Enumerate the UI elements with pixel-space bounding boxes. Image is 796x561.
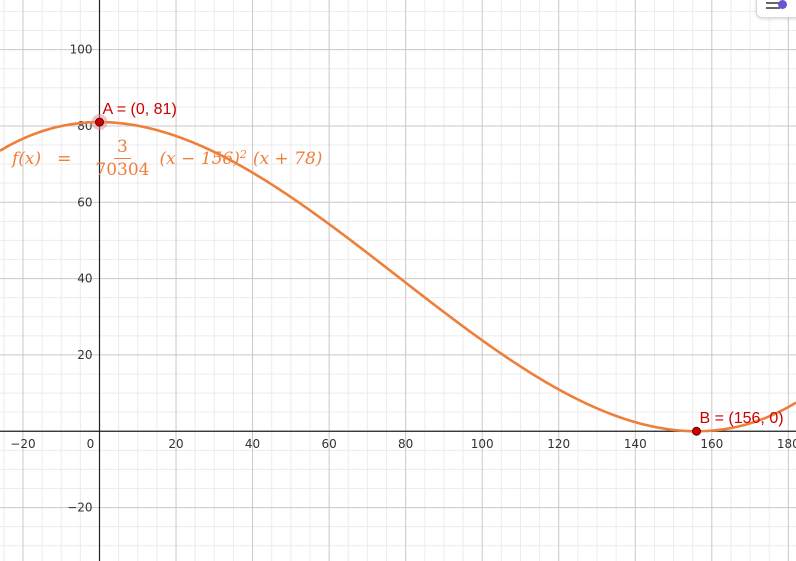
point-B[interactable]: [692, 426, 701, 436]
point-label-B[interactable]: B = (156, 0): [700, 410, 784, 427]
function-curves[interactable]: [0, 120, 796, 433]
function-label[interactable]: f(x) = 3 70304 (x − 156) 2 (x + 78): [12, 138, 322, 179]
coefficient-fraction: 3 70304: [95, 138, 149, 179]
tick-labels: −20 0 20 40 60 80 100 120 140 160 180 −20 20 40 60 80 10…: [10, 43, 796, 515]
y-tick-label: 20: [77, 348, 92, 362]
y-tick-label: 100: [70, 43, 93, 57]
fraction-numerator: 3: [114, 138, 131, 159]
y-tick-label: 80: [77, 119, 92, 133]
slider-bar-icon: [766, 7, 780, 9]
x-tick-label: 60: [321, 437, 336, 451]
slider-knob-icon: [778, 0, 787, 9]
points[interactable]: A = (0, 81) B = (156, 0): [91, 101, 784, 436]
point-label-A[interactable]: A = (0, 81): [103, 101, 177, 118]
point-A[interactable]: [95, 117, 104, 127]
factor-2: (x + 78): [252, 148, 323, 169]
x-tick-label: 180: [777, 437, 796, 451]
y-tick-label: 60: [77, 195, 92, 209]
x-tick-label: 100: [471, 437, 494, 451]
function-lhs: f(x): [12, 148, 42, 169]
x-tick-label: 40: [245, 437, 260, 451]
slider-bar-icon: [766, 2, 780, 4]
x-tick-label: 20: [168, 437, 183, 451]
x-tick-label: 160: [700, 437, 723, 451]
exponent: 2: [239, 148, 247, 161]
x-tick-label: 0: [87, 437, 95, 451]
factor-1: (x − 156): [159, 148, 240, 169]
graphics-settings-button[interactable]: [756, 0, 796, 18]
x-tick-label: 120: [547, 437, 570, 451]
fraction-denominator: 70304: [95, 160, 150, 180]
function-curve-f[interactable]: [0, 120, 796, 433]
x-tick-label: 80: [398, 437, 413, 451]
equals-sign: =: [57, 148, 72, 169]
y-tick-label: 40: [77, 272, 92, 286]
y-tick-label: −20: [67, 501, 92, 515]
x-tick-label: 140: [624, 437, 647, 451]
x-tick-label: −20: [10, 437, 35, 451]
